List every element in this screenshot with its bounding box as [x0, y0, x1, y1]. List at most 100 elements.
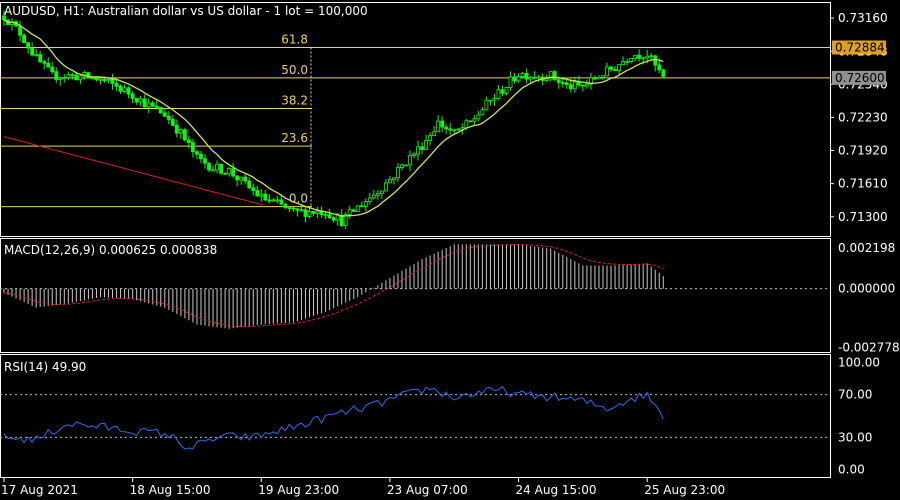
candle-body [653, 55, 658, 66]
candle-body [130, 93, 135, 99]
rsi-tick-label: 100.00 [838, 356, 880, 370]
time-tick-label: 24 Aug 15:00 [516, 483, 597, 497]
candle-body [315, 210, 320, 214]
candle-body [641, 57, 646, 60]
candle-body [267, 199, 272, 202]
candle-body [38, 54, 43, 63]
candle-body [114, 83, 119, 87]
time-tick-label: 19 Aug 23:00 [258, 483, 339, 497]
fibonacci-retracement[interactable]: 61.850.038.223.60.0 [0, 33, 830, 208]
candle-body [66, 74, 71, 78]
candle-body [343, 214, 348, 226]
candle-body [609, 66, 613, 70]
candle-body [299, 209, 304, 212]
candle-body [464, 120, 469, 129]
candle-body [102, 78, 107, 82]
candle-body [335, 214, 340, 221]
candle-body [404, 164, 408, 167]
candle-body [255, 190, 260, 197]
candle-body [585, 83, 589, 87]
candle-body [187, 139, 191, 144]
candle-body [536, 76, 541, 79]
candle-body [243, 176, 248, 182]
candle-body [424, 140, 429, 151]
macd-tick-label: 0.002198 [838, 241, 895, 255]
candle-body [556, 79, 561, 83]
candle-body [564, 82, 569, 85]
candle-body [263, 193, 268, 201]
candle-body [150, 102, 155, 107]
candle-body [593, 77, 597, 80]
rsi-title: RSI(14) 49.90 [4, 360, 86, 374]
candle-body [528, 76, 533, 80]
price-tick-label: 0.72230 [838, 110, 888, 124]
candle-body [580, 84, 585, 87]
rsi-axis: 100.00 70.00 30.00 0.00 [838, 356, 880, 477]
candle-body [223, 172, 228, 175]
candle-body [199, 153, 203, 160]
candle-body [649, 55, 654, 58]
candle-body [416, 146, 420, 155]
candle-body [512, 76, 517, 82]
price-marker-box [832, 40, 886, 55]
chart-title: AUDUSD, H1: Australian dollar vs US doll… [4, 4, 368, 18]
candle-body [476, 114, 481, 120]
time-tick-label: 18 Aug 15:00 [130, 483, 211, 497]
price-markers: 0.72884 0.72600 [832, 40, 886, 85]
price-marker-box [832, 70, 886, 85]
rsi-tick-label: 0.00 [838, 463, 865, 477]
candle-body [605, 66, 609, 77]
candle-body [271, 199, 276, 202]
candle-body [504, 87, 509, 94]
candle-body [524, 73, 529, 80]
candle-body [456, 128, 461, 131]
candle-body [215, 163, 219, 171]
macd-signal-line [3, 244, 664, 328]
trendline-segment[interactable] [3, 136, 264, 206]
candle-body [275, 199, 280, 202]
candle-body [516, 76, 521, 82]
candle-body [74, 74, 79, 81]
candle-body [207, 162, 211, 171]
candle-body [291, 207, 296, 210]
fib-level-label: 23.6 [281, 131, 308, 145]
candle-body [621, 61, 625, 66]
candle-body [347, 209, 352, 216]
candle-body [191, 142, 195, 153]
candle-body [110, 79, 115, 84]
macd-tick-label: -0.002778 [838, 340, 900, 354]
macd-title: MACD(12,26,9) 0.000625 0.000838 [4, 243, 217, 257]
candle-body [303, 209, 308, 217]
candle-body [396, 167, 400, 179]
candle-body [637, 54, 642, 59]
candle-body [388, 179, 392, 184]
candle-body [576, 81, 581, 86]
candle-body [126, 87, 131, 95]
candlestick-series [2, 10, 666, 230]
panel-frames [0, 2, 831, 478]
candle-body [94, 77, 99, 81]
macd-histogram [0, 244, 830, 329]
price-tick-label: 0.71920 [838, 144, 888, 158]
candle-body [98, 78, 103, 81]
candle-body [26, 42, 31, 49]
candle-body [492, 98, 497, 101]
candle-body [544, 78, 549, 81]
moving-average [3, 19, 664, 217]
candle-body [239, 176, 244, 181]
time-axis: 17 Aug 2021 18 Aug 15:00 19 Aug 23:00 23 Au… [1, 477, 725, 497]
trendline[interactable] [3, 136, 264, 206]
candle-body [552, 71, 557, 80]
candle-body [367, 197, 372, 202]
candle-body [219, 163, 223, 174]
candle-body [448, 128, 453, 131]
candle-body [203, 158, 207, 164]
candle-body [568, 84, 573, 90]
time-tick-label: 23 Aug 07:00 [387, 483, 468, 497]
candle-body [532, 76, 537, 79]
candle-body [142, 98, 147, 108]
candle-body [50, 66, 55, 73]
candle-body [371, 194, 376, 199]
candle-body [412, 153, 416, 156]
